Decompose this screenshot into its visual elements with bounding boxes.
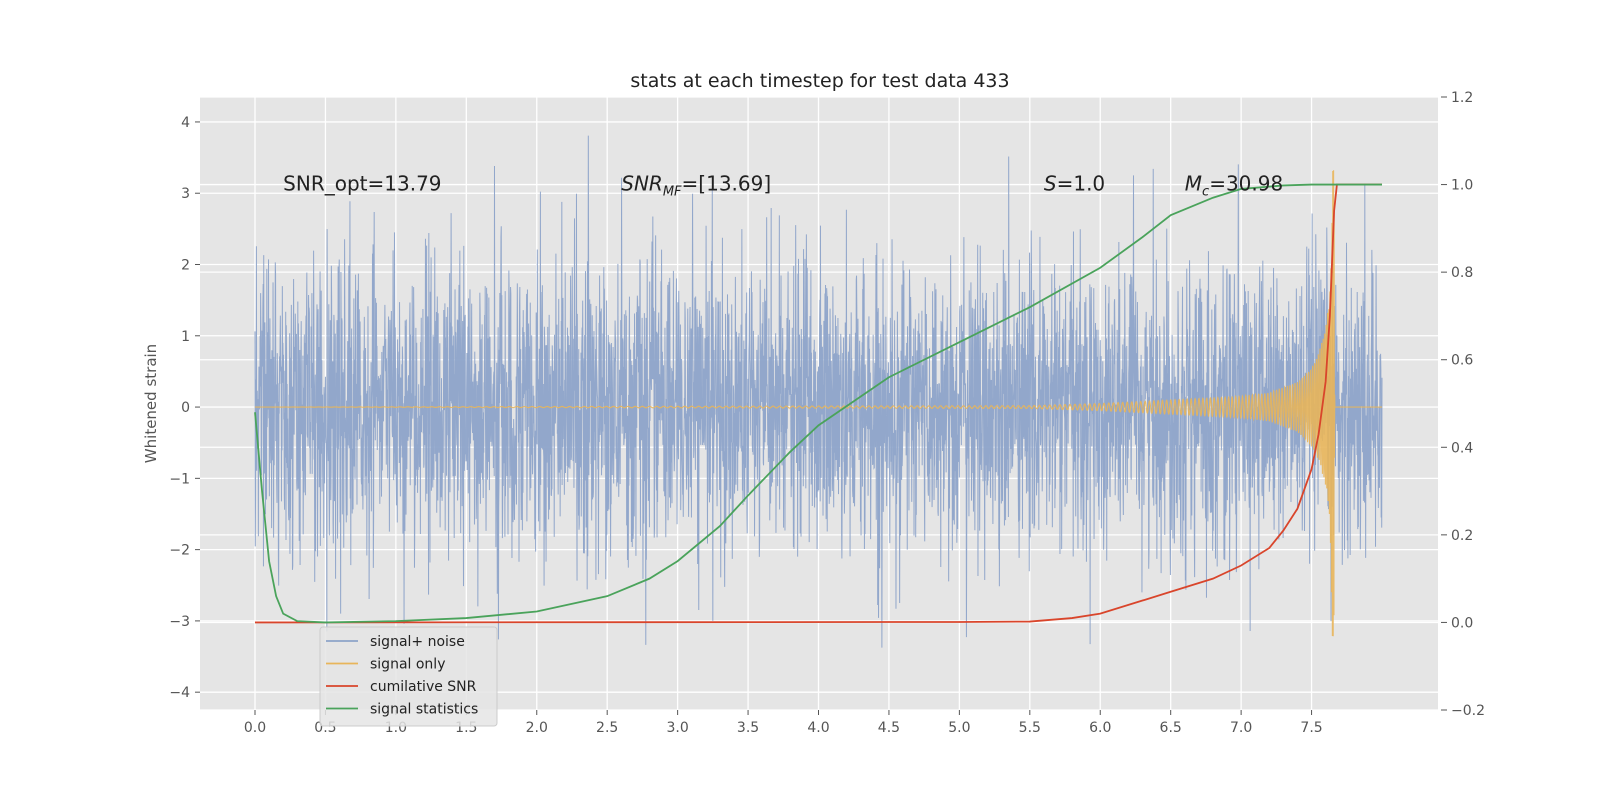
y-tick-label: 3: [181, 186, 190, 202]
series-signal-noise: [254, 135, 1383, 648]
x-tick-label: 2.0: [526, 720, 548, 736]
y2-tick-label: 0.4: [1451, 440, 1473, 456]
y-tick-label: 4: [181, 115, 190, 131]
y2-tick-label: 1.0: [1451, 178, 1473, 194]
x-tick-label: 4.5: [878, 720, 900, 736]
legend-box: [319, 626, 498, 727]
y2-tick-label: 0.6: [1451, 353, 1473, 369]
y-tick-label: −4: [169, 685, 190, 701]
x-tick-label: 3.0: [666, 720, 688, 736]
y-tick-label: −3: [169, 614, 190, 630]
annotation: SNRMF=[13.69]: [621, 172, 771, 200]
series-lines: [254, 170, 1383, 637]
annotation: Mc=30.98: [1185, 172, 1283, 200]
x-tick-label: 5.0: [948, 720, 970, 736]
legend-label: signal+ noise: [370, 634, 465, 650]
x-tick-label: 4.0: [807, 720, 829, 736]
x-tick-label: 7.5: [1300, 720, 1322, 736]
x-tick-label: 2.5: [596, 720, 618, 736]
x-tick-label: 5.5: [1019, 720, 1041, 736]
x-tick-label: 3.5: [737, 720, 759, 736]
x-tick-label: 6.0: [1089, 720, 1111, 736]
y2-tick-label: −0.2: [1451, 703, 1485, 719]
legend-label: signal statistics: [370, 702, 478, 718]
x-tick-label: 0.0: [244, 720, 266, 736]
legend-label: cumilative SNR: [370, 679, 477, 695]
legend: signal+ noise signal only cumilative SNR si…: [319, 626, 498, 727]
annotation: SNR_opt=13.79: [283, 172, 441, 196]
y-tick-label: −2: [169, 543, 190, 559]
y2-tick-label: 1.2: [1451, 90, 1473, 106]
y2-tick-label: 0.8: [1451, 265, 1473, 281]
axes: 0.0 0.5 1.0 1.5 2.0 2.5 3.0 3.5 4.0 4.5 5.0 5.5 6.0 6…: [169, 90, 1485, 736]
y-tick-label: 2: [181, 258, 190, 274]
labels: stats at each timestep for test data 433…: [142, 70, 1283, 463]
x-tick-label: 6.5: [1160, 720, 1182, 736]
y-tick-label: 0: [181, 400, 190, 416]
y2-tick-label: 0.0: [1451, 615, 1473, 631]
y-tick-label: −1: [169, 471, 190, 487]
annotation: S=1.0: [1044, 172, 1105, 196]
legend-label: signal only: [370, 657, 445, 673]
signal-only-line: [255, 170, 1382, 637]
y-axis-label: Whitened strain: [142, 344, 160, 463]
signal-noise-line: [254, 135, 1383, 648]
x-tick-label: 7.0: [1230, 720, 1252, 736]
chart-title: stats at each timestep for test data 433: [630, 70, 1009, 92]
y-tick-label: 1: [181, 329, 190, 345]
y2-tick-label: 0.2: [1451, 528, 1473, 544]
